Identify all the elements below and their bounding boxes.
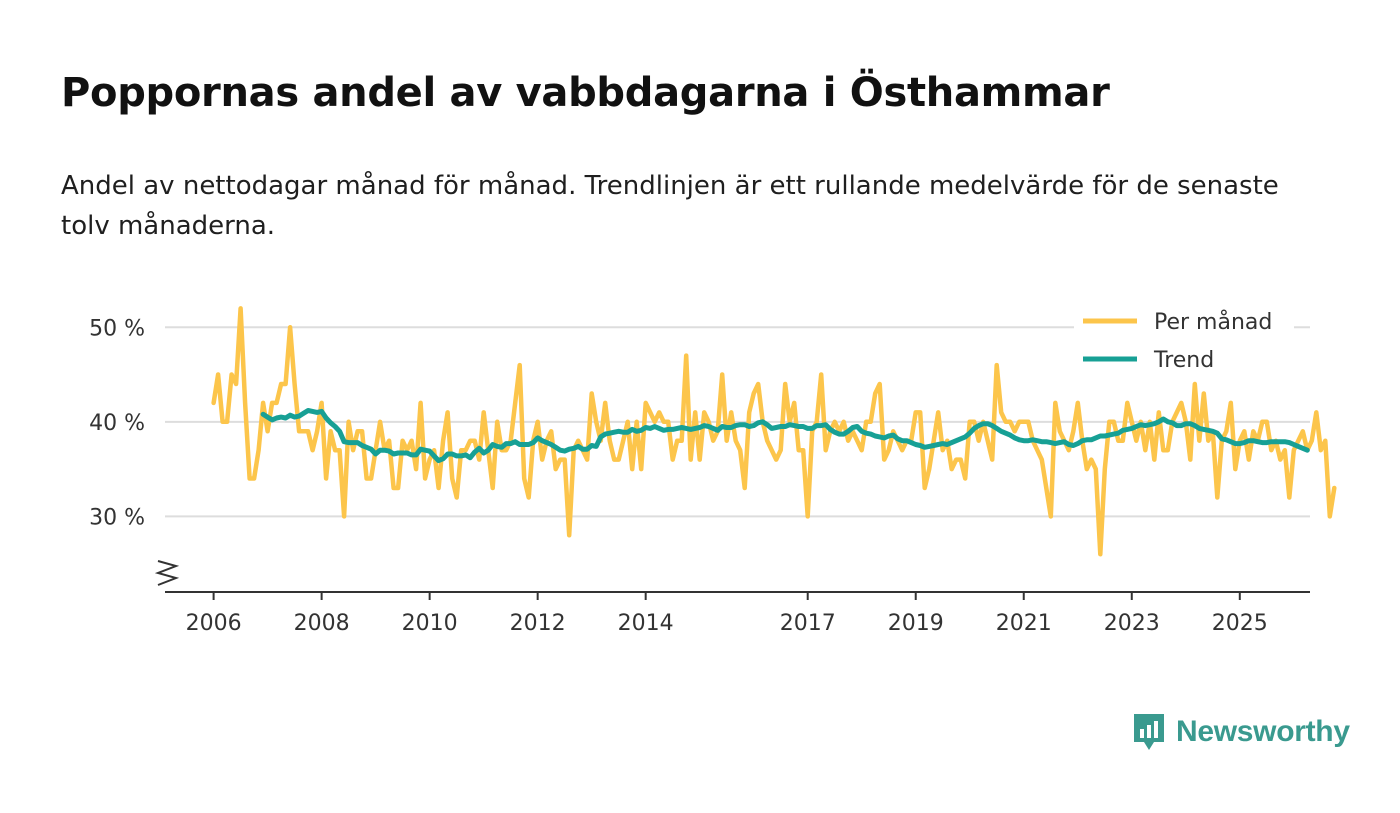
y-tick-label: 30 % <box>89 505 145 530</box>
newsworthy-logo: Newsworthy <box>1132 712 1350 752</box>
x-tick-label: 2008 <box>294 611 350 636</box>
x-tick-label: 2012 <box>510 611 566 636</box>
monthly-series-line <box>211 306 1337 557</box>
newsworthy-logo-text: Newsworthy <box>1176 715 1350 748</box>
y-tick-label: 40 % <box>89 411 145 436</box>
legend-label-trend: Trend <box>1153 348 1214 373</box>
x-tick-label: 2010 <box>402 611 458 636</box>
x-tick-label: 2021 <box>996 611 1052 636</box>
chart-title: Poppornas andel av vabbdagarna i Östhamm… <box>61 70 1110 116</box>
x-tick-label: 2006 <box>186 611 242 636</box>
x-axis: 2006 2008 2010 2012 2014 2017 2019 2021 2023 2025 <box>165 591 1310 636</box>
legend: Per månad Trend <box>1074 300 1294 378</box>
chart-subtitle: Andel av nettodagar månad för månad. Tre… <box>61 171 1279 241</box>
y-tick-label: 50 % <box>89 316 145 341</box>
trend-series-line <box>260 408 1310 464</box>
x-tick-label: 2025 <box>1212 611 1268 636</box>
x-tick-label: 2017 <box>780 611 836 636</box>
x-tick-label: 2023 <box>1104 611 1160 636</box>
legend-background <box>1074 300 1294 378</box>
axis-break-icon <box>154 560 180 586</box>
legend-label-monthly: Per månad <box>1154 309 1272 335</box>
x-tick-label: 2014 <box>618 611 674 636</box>
x-tick-label: 2019 <box>888 611 944 636</box>
y-axis-labels: 30 % 40 % 50 % <box>89 316 145 530</box>
newsworthy-logo-icon <box>1134 714 1164 750</box>
